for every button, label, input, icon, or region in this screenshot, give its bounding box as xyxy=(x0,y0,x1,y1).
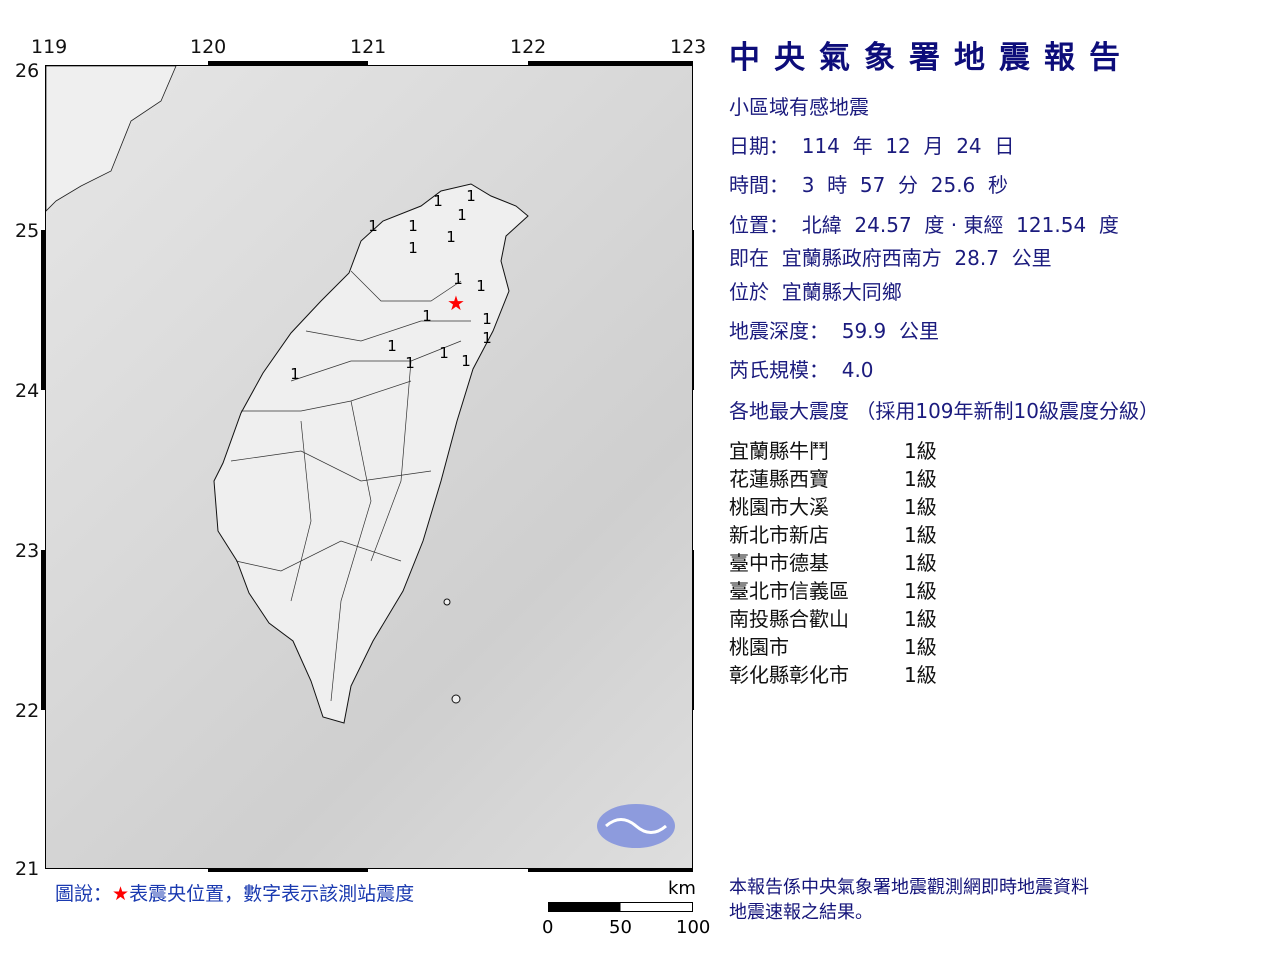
report-title: 中央氣象署地震報告 xyxy=(729,40,1134,76)
station-intensity-mark: 1 xyxy=(387,337,397,355)
station-intensity-mark: 1 xyxy=(405,354,415,372)
map-frame-bar xyxy=(41,550,46,710)
green-island xyxy=(443,598,451,606)
station-intensity-mark: 1 xyxy=(482,310,492,328)
scale-label: 100 xyxy=(676,917,711,938)
station-name: 桃園市 xyxy=(729,635,789,659)
station-name: 臺中市德基 xyxy=(729,551,829,575)
map-frame-bar xyxy=(208,867,368,872)
station-name: 彰化縣彰化市 xyxy=(729,663,849,687)
station-intensity-mark: 1 xyxy=(433,192,443,210)
report-relative-location: 即在 宜蘭縣政府西南方 28.7 公里 xyxy=(729,246,1052,270)
legend-prefix: 圖說： xyxy=(55,883,113,905)
epicenter-star-icon: ★ xyxy=(447,291,465,315)
station-intensity-mark: 1 xyxy=(290,365,300,383)
footer-note: 地震速報之結果。 xyxy=(729,902,873,923)
taiwan-island xyxy=(213,183,529,724)
station-intensity-mark: 1 xyxy=(482,329,492,347)
station-intensity-mark: 1 xyxy=(446,228,456,246)
lon-tick: 120 xyxy=(190,36,227,58)
report-area: 位於 宜蘭縣大同鄉 xyxy=(729,280,902,304)
station-name: 宜蘭縣牛鬥 xyxy=(729,439,829,463)
intensity-header: 各地最大震度 （採用109年新制10級震度分級） xyxy=(729,399,1159,423)
station-level: 1級 xyxy=(904,495,937,519)
station-name: 臺北市信義區 xyxy=(729,579,849,603)
orchid-island xyxy=(451,694,461,704)
lat-tick: 21 xyxy=(15,858,40,880)
map-frame-bar xyxy=(208,61,368,66)
china-coast xyxy=(46,66,177,212)
station-intensity-mark: 1 xyxy=(476,277,486,295)
lat-tick: 25 xyxy=(15,220,40,242)
station-intensity-mark: 1 xyxy=(422,307,432,325)
lat-tick: 23 xyxy=(15,540,40,562)
lat-tick: 26 xyxy=(15,60,40,82)
station-intensity-mark: 1 xyxy=(461,352,471,370)
station-level: 1級 xyxy=(904,439,937,463)
station-level: 1級 xyxy=(904,523,937,547)
report-location: 位置： 北緯 24.57 度 · 東經 121.54 度 xyxy=(729,213,1119,237)
station-name: 花蓮縣西寶 xyxy=(729,467,829,491)
scale-unit: km xyxy=(668,878,696,899)
legend-star-icon: ★ xyxy=(112,883,130,905)
legend-text: 表震央位置，數字表示該測站震度 xyxy=(129,883,415,905)
lat-tick: 22 xyxy=(15,700,40,722)
county-borders xyxy=(230,270,471,702)
station-intensity-mark: 1 xyxy=(368,217,378,235)
station-level: 1級 xyxy=(904,551,937,575)
station-intensity-mark: 1 xyxy=(439,344,449,362)
station-level: 1級 xyxy=(904,663,937,687)
report-magnitude: 芮氏規模： 4.0 xyxy=(729,358,874,382)
report-type: 小區域有感地震 xyxy=(729,95,869,119)
station-intensity-mark: 1 xyxy=(453,270,463,288)
lat-tick: 24 xyxy=(15,380,40,402)
report-date: 日期： 114 年 12 月 24 日 xyxy=(729,134,1015,158)
map-frame-bar xyxy=(528,867,693,872)
station-level: 1級 xyxy=(904,635,937,659)
station-level: 1級 xyxy=(904,467,937,491)
station-intensity-mark: 1 xyxy=(466,187,476,205)
lon-tick: 119 xyxy=(31,36,68,58)
station-name: 新北市新店 xyxy=(729,523,829,547)
scale-label: 0 xyxy=(542,917,554,938)
report-time: 時間： 3 時 57 分 25.6 秒 xyxy=(729,173,1008,197)
lon-tick: 123 xyxy=(670,36,707,58)
map-frame-bar xyxy=(41,230,46,390)
station-intensity-mark: 1 xyxy=(408,217,418,235)
station-intensity-mark: 1 xyxy=(457,206,467,224)
cwa-logo-wave xyxy=(605,818,667,834)
lon-tick: 122 xyxy=(510,36,547,58)
station-level: 1級 xyxy=(904,579,937,603)
lon-tick: 121 xyxy=(350,36,387,58)
map-frame-bar xyxy=(528,61,693,66)
scale-label: 50 xyxy=(609,917,632,938)
station-intensity-mark: 1 xyxy=(408,239,418,257)
station-level: 1級 xyxy=(904,607,937,631)
map-legend: 圖說：★表震央位置，數字表示該測站震度 xyxy=(55,879,414,906)
station-name: 桃園市大溪 xyxy=(729,495,829,519)
scale-bar xyxy=(548,902,693,912)
footer-note: 本報告係中央氣象署地震觀測網即時地震資料 xyxy=(729,877,1089,898)
station-name: 南投縣合歡山 xyxy=(729,607,849,631)
report-depth: 地震深度： 59.9 公里 xyxy=(729,319,939,343)
